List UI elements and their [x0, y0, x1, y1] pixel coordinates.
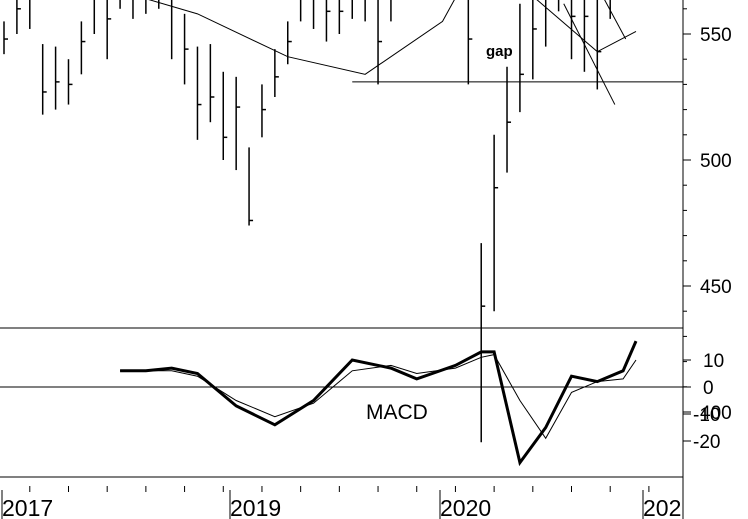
ohlc-bars [3, 0, 611, 443]
macd-y-tick-label: -10 [693, 405, 720, 426]
x-tick-label: 202 [643, 495, 681, 519]
wedge-line [604, 0, 627, 40]
moving-average-line [148, 0, 637, 75]
macd-label: MACD [366, 401, 428, 424]
wedge-line [563, 3, 616, 105]
macd-y-tick-label: -20 [693, 432, 720, 453]
price-y-tick-label: 400 [700, 403, 732, 424]
macd-signal-line [120, 354, 637, 440]
macd-line [120, 340, 638, 467]
price-y-tick-label: 550 [700, 25, 732, 46]
x-tick-label: 2020 [440, 495, 491, 519]
macd-y-tick-label: 10 [703, 351, 724, 372]
macd-y-tick-label: 0 [703, 378, 714, 399]
price-y-tick-label: 500 [700, 151, 732, 172]
price-y-tick-label: 450 [700, 277, 732, 298]
x-tick-label: 2019 [230, 495, 281, 519]
x-tick-label: 2017 [2, 495, 53, 519]
gap-annotation: gap [486, 43, 513, 60]
